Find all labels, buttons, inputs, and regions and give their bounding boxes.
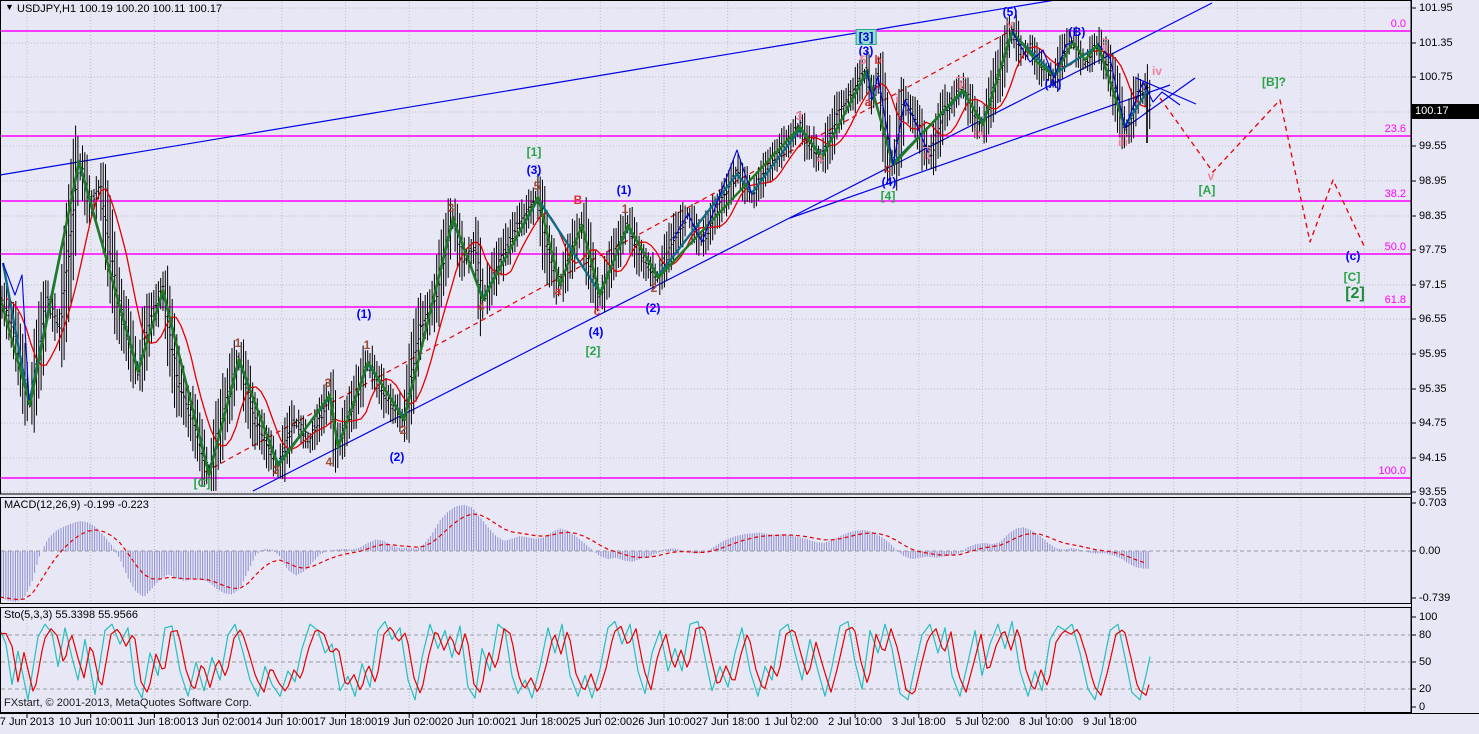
wave-label[interactable]: (2) <box>389 450 405 464</box>
wave-label[interactable]: a <box>554 284 562 298</box>
wave-label[interactable]: v <box>1006 17 1014 31</box>
wave-label[interactable]: b <box>874 53 882 67</box>
sto-indicator-label: Sto(5,3,3) 55.3398 55.9566 <box>4 609 138 621</box>
wave-label[interactable]: [3] <box>855 29 877 45</box>
wave-label[interactable]: [1] <box>526 145 542 159</box>
wave-label[interactable]: 2 <box>399 423 407 437</box>
wave-label[interactable]: 1 <box>621 202 629 216</box>
wave-label[interactable]: a <box>864 95 872 109</box>
symbol-dropdown-icon[interactable]: ▼ <box>5 2 14 12</box>
wave-label[interactable]: (1) <box>616 183 632 197</box>
wave-label[interactable]: (3) <box>858 44 874 58</box>
wave-label[interactable]: iii <box>955 78 967 92</box>
current-price-badge: 100.17 <box>1412 104 1479 119</box>
wave-label[interactable]: (2) <box>645 301 661 315</box>
wave-label[interactable]: [C] <box>1343 270 1361 284</box>
wave-label[interactable]: [A] <box>1198 183 1216 197</box>
wave-label[interactable]: (3) <box>526 163 542 177</box>
wave-label[interactable]: 1 <box>363 338 371 352</box>
wave-label[interactable]: ii <box>923 148 931 162</box>
wave-label[interactable]: ii <box>1101 40 1109 54</box>
wave-label[interactable]: iii <box>1117 135 1129 149</box>
chart-title-ohlc: USDJPY,H1 100.19 100.20 100.11 100.17 <box>17 3 223 15</box>
sto-panel[interactable] <box>0 607 1411 713</box>
wave-label[interactable]: 2 <box>272 463 280 477</box>
wave-label[interactable]: (A) <box>1044 77 1062 91</box>
time-axis[interactable] <box>0 713 1479 734</box>
wave-label[interactable]: 3 <box>447 201 455 215</box>
wave-label[interactable]: 5 <box>859 53 867 67</box>
wave-label[interactable]: 1 <box>234 336 242 350</box>
wave-label[interactable]: 3 <box>795 109 803 123</box>
wave-label[interactable]: [4] <box>880 189 896 203</box>
wave-label[interactable]: c <box>593 304 601 318</box>
wave-label[interactable]: 5 <box>533 179 541 193</box>
wave-label[interactable]: [2] <box>1345 285 1365 302</box>
broker-copyright: FXstart, © 2001-2013, MetaQuotes Softwar… <box>4 697 252 709</box>
main-chart-panel[interactable] <box>0 0 1411 494</box>
wave-label[interactable]: i <box>895 92 899 106</box>
wave-label[interactable]: (4) <box>881 175 897 189</box>
wave-label[interactable]: c <box>884 161 892 175</box>
wave-label[interactable]: [B]? <box>1262 75 1286 89</box>
wave-label[interactable]: (5) <box>1002 5 1018 19</box>
wave-label[interactable]: 4 <box>477 300 485 314</box>
wave-label[interactable]: iv <box>973 126 985 140</box>
macd-panel[interactable] <box>0 497 1411 604</box>
wave-label[interactable]: [C] <box>193 476 211 490</box>
wave-label[interactable]: v <box>1207 169 1215 183</box>
wave-label[interactable]: [2] <box>585 344 601 358</box>
wave-label[interactable]: (4) <box>588 325 604 339</box>
wave-label[interactable]: 4 <box>816 152 824 166</box>
macd-indicator-label: MACD(12,26,9) -0.199 -0.223 <box>4 499 149 511</box>
wave-label[interactable]: 3 <box>324 376 332 390</box>
wave-label[interactable]: (c) <box>1345 249 1361 263</box>
wave-label[interactable]: (B) <box>1068 25 1086 39</box>
wave-label[interactable]: iv <box>1151 64 1163 78</box>
price-axis[interactable] <box>1411 0 1479 713</box>
wave-label[interactable]: (1) <box>356 307 372 321</box>
wave-label[interactable]: 2 <box>650 281 658 295</box>
wave-label[interactable]: 4 <box>325 455 333 469</box>
wave-label[interactable]: B <box>573 193 583 207</box>
